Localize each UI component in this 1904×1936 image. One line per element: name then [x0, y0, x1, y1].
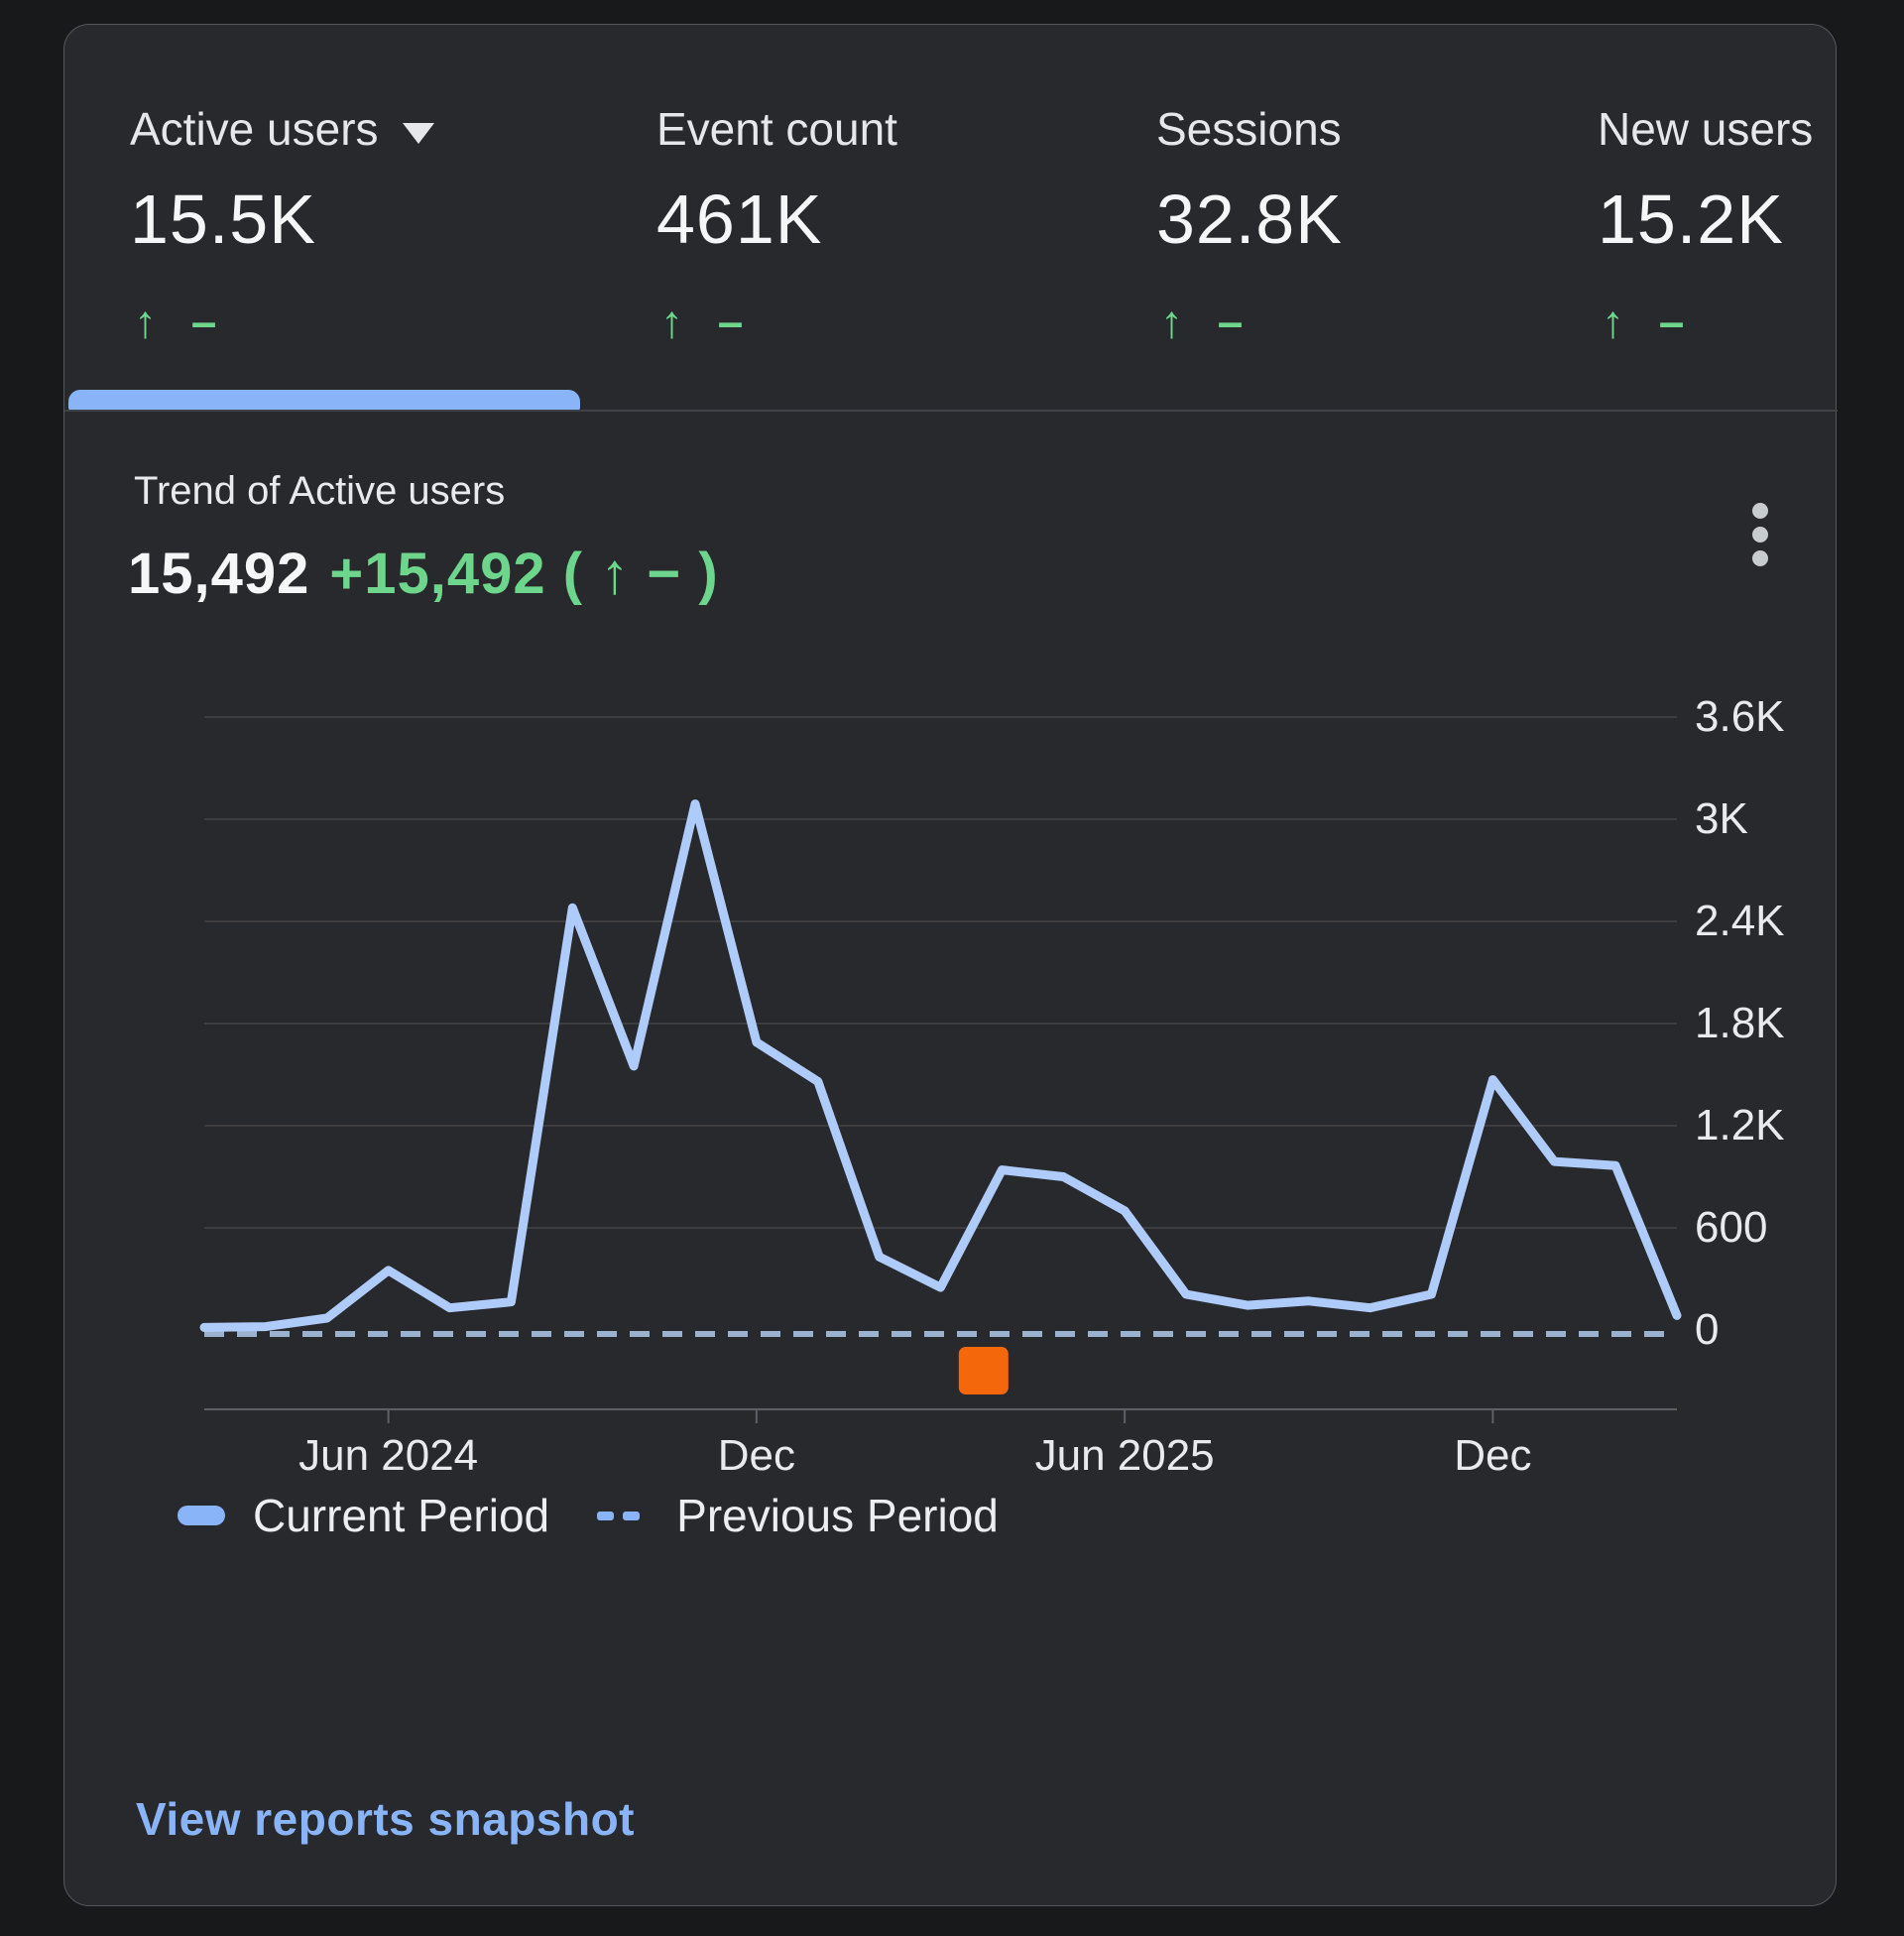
previous-period-swatch-icon [597, 1511, 649, 1520]
analytics-overview-card: Active users 15.5K ↑ – Event count 461K … [63, 24, 1838, 1906]
trend-up-arrow-icon: ↑ [134, 296, 157, 347]
metric-trend-new-users: ↑ – [1602, 295, 1684, 348]
legend-previous-label: Previous Period [676, 1490, 999, 1541]
kebab-dot [1752, 503, 1768, 519]
more-options-button[interactable] [1730, 499, 1790, 608]
metric-value-event-count: 461K [656, 181, 823, 258]
trend-dash: – [1658, 296, 1685, 347]
annotation-marker[interactable] [958, 1347, 1009, 1394]
x-axis-tick-label: Dec [1454, 1431, 1532, 1480]
metric-value-active-users: 15.5K [130, 181, 316, 258]
metric-trend-active-users: ↑ – [134, 295, 216, 348]
y-axis-tick-label: 1.2K [1695, 1101, 1785, 1150]
metric-label-text: Sessions [1156, 103, 1342, 155]
trend-up-arrow-icon: ↑ [660, 296, 683, 347]
dropdown-caret-icon[interactable] [402, 122, 434, 144]
chart-headline: 15,492 +15,492 ( ↑ − ) [128, 541, 719, 607]
metric-label-active-users[interactable]: Active users [130, 102, 434, 156]
metric-trend-sessions: ↑ – [1160, 295, 1243, 348]
y-axis-tick-label: 2.4K [1695, 897, 1785, 945]
metric-label-text: New users [1598, 103, 1814, 155]
trend-up-arrow-icon: ↑ [1602, 296, 1624, 347]
chart-title: Trend of Active users [134, 469, 506, 513]
legend-current-label: Current Period [253, 1490, 550, 1541]
header-divider [64, 410, 1838, 412]
active-tab-indicator [68, 390, 580, 411]
headline-total: 15,492 [128, 542, 310, 606]
trend-dash: – [1217, 296, 1244, 347]
x-axis-tick-label: Jun 2025 [1034, 1431, 1215, 1480]
view-reports-snapshot-link[interactable]: View reports snapshot [136, 1793, 636, 1845]
y-axis-tick-label: 1.8K [1695, 999, 1785, 1047]
y-axis-tick-label: 3K [1695, 794, 1748, 843]
x-axis-tick-label: Dec [717, 1431, 795, 1480]
metric-trend-event-count: ↑ – [660, 295, 743, 348]
trend-line-chart [199, 716, 1682, 1423]
y-axis-tick-label: 3.6K [1695, 692, 1785, 741]
y-axis-tick-label: 600 [1695, 1203, 1768, 1252]
trend-dash: – [190, 296, 217, 347]
kebab-dot [1752, 550, 1768, 566]
trend-dash: – [717, 296, 744, 347]
trend-up-arrow-icon: ↑ [1160, 296, 1183, 347]
chart-legend: Current Period Previous Period [178, 1486, 999, 1545]
x-axis-tick-label: Jun 2024 [298, 1431, 479, 1480]
metric-value-new-users: 15.2K [1598, 181, 1784, 258]
metric-label-text: Event count [656, 103, 897, 155]
kebab-dot [1752, 527, 1768, 543]
headline-delta: +15,492 ( ↑ − ) [329, 542, 719, 606]
metric-label-text: Active users [130, 103, 379, 155]
current-period-swatch-icon [178, 1506, 225, 1525]
y-axis-tick-label: 0 [1695, 1305, 1720, 1354]
metric-value-sessions: 32.8K [1156, 181, 1343, 258]
